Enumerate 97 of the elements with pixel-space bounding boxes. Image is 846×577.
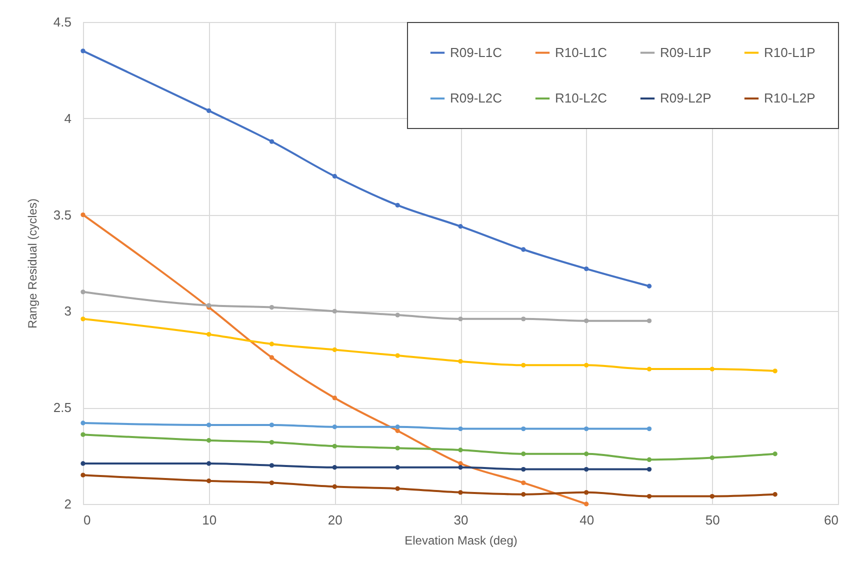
- point: [269, 440, 274, 445]
- y-tick-label: 4: [64, 110, 72, 126]
- point: [80, 432, 86, 437]
- point: [269, 342, 274, 346]
- point: [80, 420, 86, 426]
- point: [521, 247, 526, 252]
- point: [332, 444, 338, 448]
- point: [269, 305, 274, 310]
- x-tick-label: 20: [328, 512, 342, 528]
- x-tick-label: 10: [202, 512, 217, 528]
- point: [646, 457, 652, 462]
- point: [646, 366, 652, 372]
- legend-label: R10-L1C: [555, 44, 608, 60]
- point: [772, 368, 778, 374]
- point: [332, 347, 338, 352]
- point: [206, 478, 212, 484]
- point: [584, 490, 589, 495]
- y-axis-title: Range Residual (cycles): [25, 198, 40, 329]
- point: [332, 484, 338, 489]
- point: [395, 428, 400, 434]
- point: [332, 424, 338, 430]
- legend-label: R10-L1P: [764, 44, 816, 60]
- point: [646, 426, 652, 432]
- point: [80, 290, 86, 294]
- legend-label: R09-L2P: [660, 90, 712, 106]
- point: [206, 438, 212, 443]
- x-tick-label: 60: [824, 512, 838, 528]
- point: [646, 494, 652, 499]
- point: [521, 452, 526, 456]
- point: [584, 502, 589, 506]
- point: [710, 455, 715, 460]
- point: [395, 202, 400, 208]
- point: [710, 494, 715, 499]
- point: [332, 465, 338, 470]
- point: [206, 332, 212, 337]
- point: [772, 452, 778, 456]
- point: [710, 366, 715, 372]
- point: [332, 308, 338, 314]
- x-axis-title: Elevation Mask (deg): [404, 534, 518, 548]
- point: [521, 316, 526, 322]
- point: [584, 266, 589, 272]
- point: [395, 312, 400, 318]
- point: [458, 448, 463, 452]
- point: [80, 212, 86, 218]
- legend-label: R09-L1P: [660, 44, 712, 60]
- x-tick-label: 40: [580, 512, 594, 528]
- point: [458, 490, 463, 495]
- point: [646, 466, 652, 472]
- point: [458, 358, 463, 364]
- point: [206, 422, 212, 428]
- point: [395, 465, 400, 470]
- point: [584, 452, 589, 456]
- point: [521, 426, 526, 432]
- point: [584, 426, 589, 432]
- point: [206, 108, 212, 114]
- point: [395, 353, 400, 358]
- x-tick-label: 0: [84, 512, 91, 528]
- y-tick-label: 2.5: [53, 400, 72, 416]
- point: [269, 139, 274, 144]
- point: [269, 355, 274, 360]
- point: [206, 461, 212, 466]
- point: [458, 426, 463, 432]
- point: [772, 492, 778, 497]
- point: [80, 461, 86, 466]
- point: [332, 396, 338, 400]
- legend-label: R09-L1C: [450, 44, 502, 60]
- point: [521, 362, 526, 368]
- point: [458, 465, 463, 470]
- point: [395, 424, 400, 430]
- point: [521, 492, 526, 497]
- point: [584, 318, 589, 324]
- point: [395, 486, 400, 491]
- x-tick-label: 50: [705, 512, 720, 528]
- point: [269, 480, 274, 486]
- point: [395, 446, 400, 450]
- legend-label: R10-L2C: [555, 90, 608, 106]
- point: [458, 224, 463, 229]
- point: [269, 463, 274, 468]
- point: [521, 480, 526, 486]
- point: [584, 466, 589, 472]
- point: [646, 284, 652, 288]
- point: [80, 472, 86, 478]
- point: [80, 316, 86, 322]
- y-tick-label: 4.5: [53, 14, 72, 30]
- point: [458, 316, 463, 322]
- point: [80, 48, 86, 54]
- legend-label: R10-L2P: [764, 90, 816, 106]
- point: [269, 422, 274, 428]
- point: [584, 362, 589, 368]
- point: [646, 318, 652, 324]
- y-tick-label: 3.5: [53, 207, 72, 222]
- point: [521, 466, 526, 472]
- point: [332, 174, 338, 179]
- legend-label: R09-L2C: [450, 90, 502, 106]
- y-tick-label: 2: [64, 496, 72, 512]
- y-tick-label: 3: [64, 304, 72, 319]
- x-tick-label: 30: [454, 512, 468, 528]
